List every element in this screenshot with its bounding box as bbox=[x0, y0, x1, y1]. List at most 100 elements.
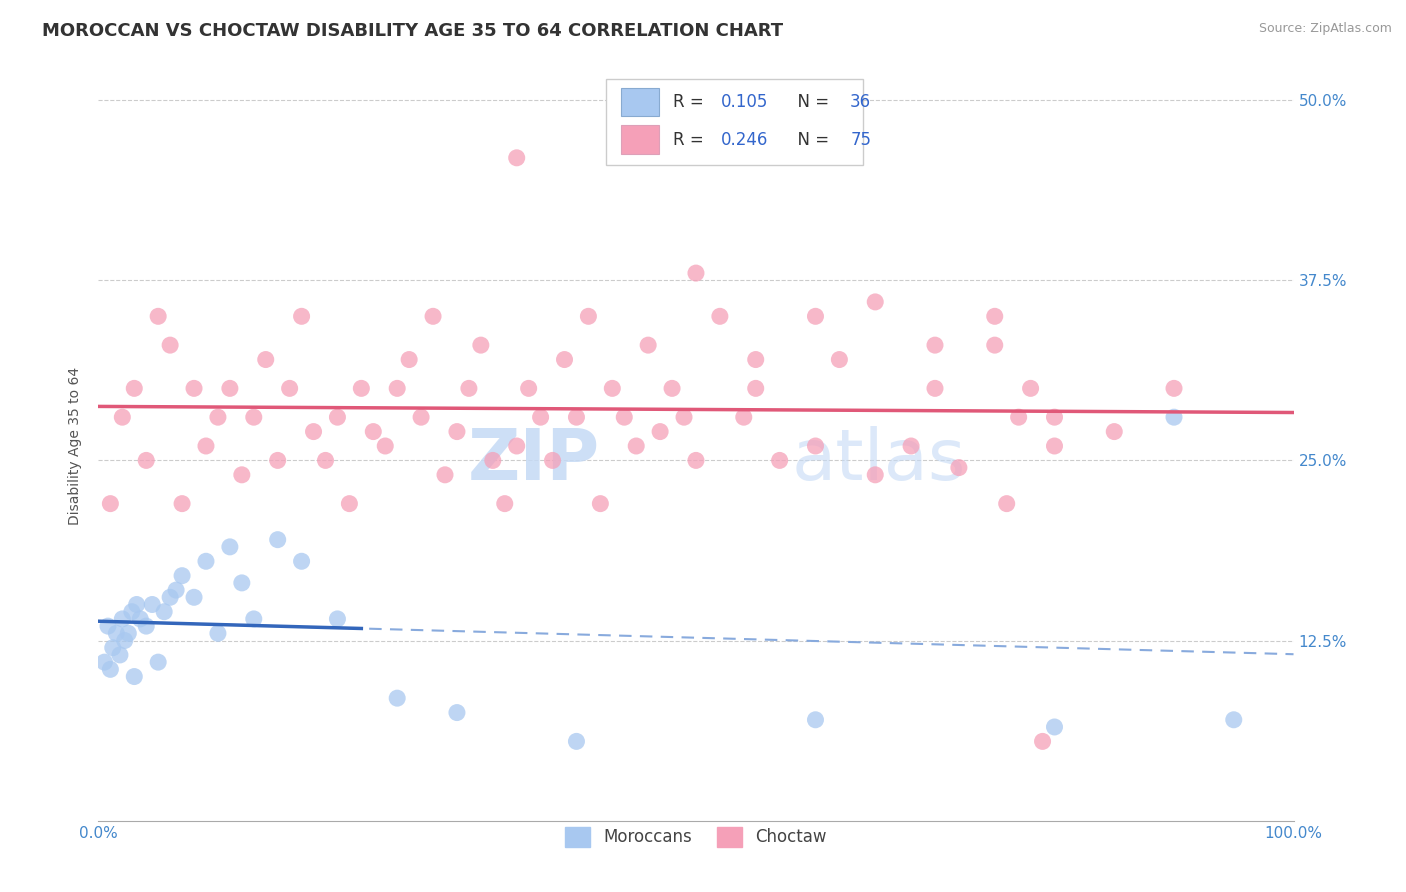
Point bbox=[745, 381, 768, 395]
Point bbox=[828, 352, 851, 367]
Point bbox=[121, 605, 143, 619]
Point bbox=[924, 381, 946, 395]
Point bbox=[470, 338, 492, 352]
Point bbox=[385, 381, 409, 395]
Text: ZIP: ZIP bbox=[468, 426, 600, 495]
Point bbox=[165, 583, 187, 598]
Point bbox=[326, 612, 349, 626]
Point bbox=[1223, 713, 1246, 727]
Point bbox=[446, 425, 468, 439]
Point bbox=[111, 612, 134, 626]
Point bbox=[565, 734, 588, 748]
Point bbox=[243, 612, 266, 626]
FancyBboxPatch shape bbox=[606, 78, 863, 165]
Point bbox=[148, 655, 170, 669]
Point bbox=[709, 310, 731, 324]
Point bbox=[339, 497, 361, 511]
Point bbox=[506, 439, 529, 453]
Point bbox=[1043, 439, 1066, 453]
Text: N =: N = bbox=[787, 93, 834, 112]
Point bbox=[374, 439, 396, 453]
Point bbox=[613, 410, 636, 425]
Point bbox=[148, 310, 170, 324]
Point bbox=[685, 453, 707, 467]
Point bbox=[506, 151, 529, 165]
Point bbox=[411, 410, 433, 425]
Point bbox=[661, 381, 683, 395]
Point bbox=[97, 619, 120, 633]
Point bbox=[984, 338, 1007, 352]
Point bbox=[494, 497, 516, 511]
Text: R =: R = bbox=[673, 93, 709, 112]
Text: MOROCCAN VS CHOCTAW DISABILITY AGE 35 TO 64 CORRELATION CHART: MOROCCAN VS CHOCTAW DISABILITY AGE 35 TO… bbox=[42, 22, 783, 40]
Point bbox=[565, 410, 588, 425]
Point bbox=[589, 497, 612, 511]
Point bbox=[865, 467, 887, 482]
Point bbox=[125, 598, 148, 612]
Point bbox=[117, 626, 139, 640]
Point bbox=[195, 439, 218, 453]
Point bbox=[363, 425, 385, 439]
Point bbox=[1104, 425, 1126, 439]
Point bbox=[984, 310, 1007, 324]
Point bbox=[637, 338, 659, 352]
Y-axis label: Disability Age 35 to 64: Disability Age 35 to 64 bbox=[69, 367, 83, 525]
Point bbox=[135, 453, 157, 467]
Point bbox=[1163, 410, 1185, 425]
Point bbox=[1008, 410, 1031, 425]
Text: atlas: atlas bbox=[792, 426, 966, 495]
Point bbox=[254, 352, 277, 367]
Point bbox=[804, 310, 827, 324]
Text: 0.246: 0.246 bbox=[721, 130, 769, 149]
Point bbox=[129, 612, 152, 626]
Text: N =: N = bbox=[787, 130, 834, 149]
Point bbox=[804, 713, 827, 727]
Point bbox=[141, 598, 163, 612]
FancyBboxPatch shape bbox=[620, 87, 659, 116]
Point bbox=[554, 352, 576, 367]
Point bbox=[924, 338, 946, 352]
Point bbox=[422, 310, 444, 324]
Point bbox=[900, 439, 922, 453]
Point bbox=[101, 640, 124, 655]
Point bbox=[482, 453, 505, 467]
Point bbox=[105, 626, 128, 640]
Point bbox=[446, 706, 468, 720]
Point bbox=[195, 554, 218, 568]
Point bbox=[183, 591, 205, 605]
Point bbox=[865, 294, 887, 309]
Point bbox=[114, 633, 136, 648]
Point bbox=[291, 554, 314, 568]
Point bbox=[111, 410, 134, 425]
Text: 75: 75 bbox=[851, 130, 872, 149]
Point bbox=[733, 410, 755, 425]
Point bbox=[434, 467, 457, 482]
Point bbox=[219, 540, 242, 554]
Point bbox=[278, 381, 301, 395]
Point bbox=[948, 460, 970, 475]
Point bbox=[398, 352, 420, 367]
Point bbox=[231, 575, 253, 590]
Point bbox=[602, 381, 624, 395]
Point bbox=[135, 619, 157, 633]
Point bbox=[243, 410, 266, 425]
Point bbox=[626, 439, 648, 453]
Point bbox=[98, 497, 122, 511]
Point bbox=[530, 410, 553, 425]
Point bbox=[350, 381, 373, 395]
Point bbox=[578, 310, 600, 324]
Text: 0.105: 0.105 bbox=[721, 93, 769, 112]
Point bbox=[108, 648, 131, 662]
Point bbox=[153, 605, 176, 619]
Point bbox=[458, 381, 481, 395]
Legend: Moroccans, Choctaw: Moroccans, Choctaw bbox=[558, 820, 834, 854]
FancyBboxPatch shape bbox=[620, 125, 659, 153]
Point bbox=[207, 410, 229, 425]
Point bbox=[231, 467, 253, 482]
Point bbox=[385, 691, 409, 706]
Point bbox=[673, 410, 696, 425]
Point bbox=[267, 533, 290, 547]
Point bbox=[1019, 381, 1042, 395]
Point bbox=[124, 381, 146, 395]
Point bbox=[1163, 381, 1185, 395]
